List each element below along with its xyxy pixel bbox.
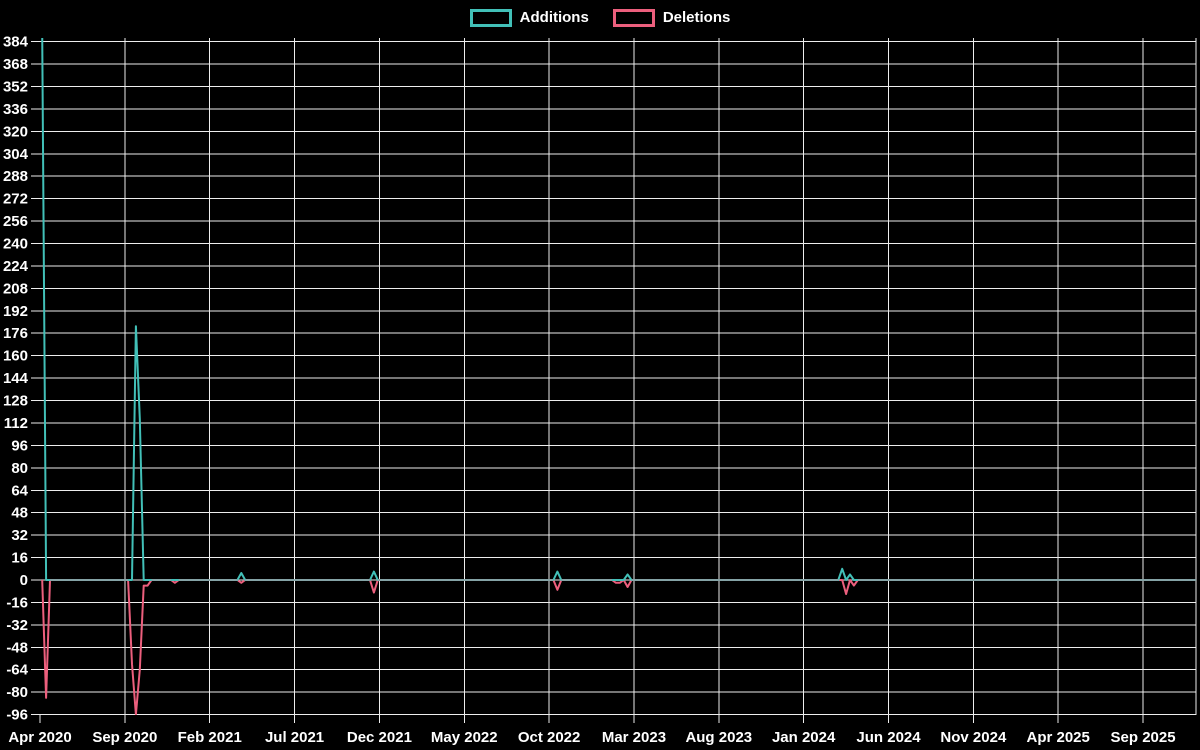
x-tick-label: Nov 2024 <box>940 729 1007 746</box>
y-tick-label: 240 <box>3 236 28 253</box>
y-tick-label: 96 <box>11 437 28 454</box>
legend-label-deletions: Deletions <box>662 9 731 26</box>
x-tick-label: Oct 2022 <box>518 729 581 746</box>
y-tick-label: 16 <box>11 550 28 567</box>
legend-item-additions[interactable]: Additions <box>469 9 589 27</box>
y-tick-label: 128 <box>3 393 28 410</box>
y-tick-label: 224 <box>3 258 29 275</box>
legend-swatch-deletions-icon <box>612 9 655 27</box>
y-tick-label: 160 <box>3 348 28 365</box>
y-tick-label: 48 <box>11 505 28 522</box>
y-tick-label: 144 <box>3 370 29 387</box>
x-tick-label: Sep 2025 <box>1111 729 1176 746</box>
x-tick-label: Apr 2025 <box>1027 729 1090 746</box>
x-tick-label: Dec 2021 <box>347 729 412 746</box>
y-tick-label: -96 <box>6 707 28 724</box>
y-tick-label: 304 <box>3 146 29 163</box>
y-tick-label: 288 <box>3 168 28 185</box>
additions-line <box>41 38 1196 581</box>
y-tick-label: 368 <box>3 56 28 73</box>
y-tick-label: 112 <box>4 415 28 432</box>
y-tick-label: 272 <box>3 191 28 208</box>
x-tick-label: May 2022 <box>431 729 498 746</box>
legend-label-additions: Additions <box>519 9 589 26</box>
y-tick-label: 320 <box>3 123 28 140</box>
x-tick-label: Feb 2021 <box>178 729 242 746</box>
x-tick-label: Aug 2023 <box>685 729 752 746</box>
y-tick-label: 352 <box>3 78 28 95</box>
y-tick-label: 0 <box>20 572 28 589</box>
y-tick-label: -16 <box>6 594 28 611</box>
y-tick-label: 64 <box>11 482 28 499</box>
legend-item-deletions[interactable]: Deletions <box>612 9 731 27</box>
x-tick-label: Jan 2024 <box>772 729 836 746</box>
y-tick-label: 176 <box>3 325 28 342</box>
y-tick-label: -80 <box>6 684 28 701</box>
x-tick-label: Mar 2023 <box>602 729 666 746</box>
x-tick-label: Sep 2020 <box>92 729 157 746</box>
x-tick-label: Jun 2024 <box>856 729 921 746</box>
y-tick-label: -64 <box>6 662 28 679</box>
x-tick-label: Jul 2021 <box>265 729 324 746</box>
y-tick-label: -32 <box>6 617 28 634</box>
y-tick-label: -48 <box>6 639 28 656</box>
y-tick-label: 384 <box>3 34 29 51</box>
legend-swatch-additions-icon <box>469 9 512 27</box>
y-tick-label: 256 <box>3 213 28 230</box>
y-tick-label: 80 <box>11 460 28 477</box>
y-tick-label: 208 <box>3 280 28 297</box>
chart-legend: Additions Deletions <box>0 8 1200 28</box>
y-tick-label: 336 <box>3 101 28 118</box>
x-tick-label: Apr 2020 <box>8 729 71 746</box>
y-tick-label: 32 <box>11 527 28 544</box>
y-tick-label: 192 <box>3 303 28 320</box>
